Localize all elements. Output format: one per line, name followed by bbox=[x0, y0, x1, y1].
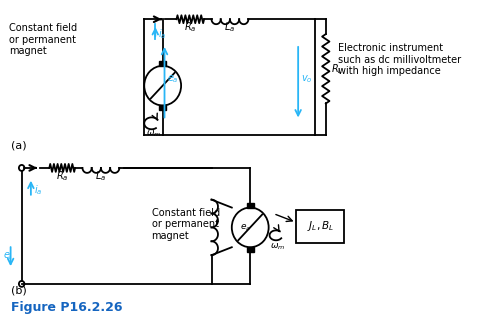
Bar bbox=[159, 106, 166, 110]
Text: $\omega_m$: $\omega_m$ bbox=[270, 241, 285, 252]
Text: $i_a$: $i_a$ bbox=[34, 183, 42, 197]
Bar bbox=[297, 210, 344, 243]
Text: (b): (b) bbox=[11, 286, 26, 296]
Text: $e_a$: $e_a$ bbox=[167, 74, 179, 86]
Text: Constant field
or permanent
magnet: Constant field or permanent magnet bbox=[9, 23, 77, 56]
Text: Electronic instrument
such as dc millivoltmeter
with high impedance: Electronic instrument such as dc millivo… bbox=[338, 43, 461, 76]
Bar bbox=[247, 247, 254, 252]
Text: $L_a$: $L_a$ bbox=[95, 169, 106, 183]
Text: $v_o$: $v_o$ bbox=[301, 74, 312, 86]
Text: $R_a$: $R_a$ bbox=[184, 20, 196, 34]
Text: $i_a$: $i_a$ bbox=[158, 27, 167, 41]
Text: Figure P16.2.26: Figure P16.2.26 bbox=[11, 301, 122, 314]
Text: $L_a$: $L_a$ bbox=[224, 20, 236, 34]
Bar bbox=[247, 203, 254, 208]
Bar bbox=[159, 61, 166, 66]
Text: $e_i$: $e_i$ bbox=[3, 250, 13, 262]
Text: Constant field
or permanent
magnet: Constant field or permanent magnet bbox=[152, 208, 220, 241]
Text: $J_L, B_L$: $J_L, B_L$ bbox=[307, 219, 334, 233]
Text: $\omega_m$: $\omega_m$ bbox=[146, 128, 161, 139]
Text: (a): (a) bbox=[11, 140, 26, 150]
Text: $R_L$: $R_L$ bbox=[331, 62, 343, 76]
Text: $R_a$: $R_a$ bbox=[56, 169, 68, 183]
Text: $e_a$: $e_a$ bbox=[240, 222, 251, 233]
